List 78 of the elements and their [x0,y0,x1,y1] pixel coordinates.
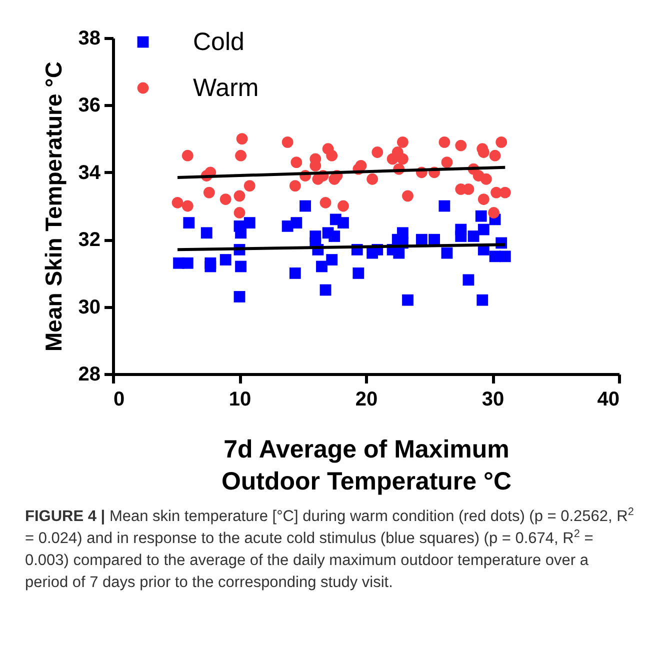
point [478,224,490,236]
point [396,136,408,148]
point [372,146,384,158]
x-axis-title: 7d Average of Maximum Outdoor Temperature °C [221,436,512,496]
point [203,186,215,198]
point [441,247,453,259]
point [499,250,511,262]
point [396,153,408,165]
point [236,133,248,144]
point [183,217,195,228]
point [182,150,194,162]
y-tick-label: 30 [78,296,100,318]
point [328,230,340,242]
point [476,294,488,306]
point [338,200,349,212]
point [489,150,501,162]
point [326,254,338,266]
point [220,194,232,205]
point [499,186,511,198]
point [234,291,246,302]
point [416,234,428,246]
y-tick-label: 38 [78,28,100,50]
point [290,217,302,228]
point [352,268,364,279]
point [438,200,450,212]
point [200,227,212,239]
point [244,180,256,192]
x-tick-label: 0 [114,388,125,410]
y-tick-label: 34 [78,162,102,184]
text: FIGURE 4 | Mean skin temperature [°C] during warm condition (red dots) (p = 0.2562, R$^{2}$ = 0.024) and in response to the acute cold stimulus (blue squares) (p = 0.674, R$^{2}$ = 0.003) compared to the average of the daily maximum outdoor temperature over a period of 7 days prior to the corresponding study visit. [25,506,634,591]
point [234,190,246,202]
point [204,260,216,272]
point [235,150,246,162]
point [300,200,311,212]
legend-label: Cold [193,28,244,56]
y-tick-label: 36 [78,94,100,117]
point [396,227,408,239]
point [475,210,487,222]
point [468,230,480,242]
point [441,156,453,168]
x-tick-label: 40 [597,388,620,410]
point [393,247,405,259]
point [438,136,450,148]
y-tick-label: 32 [78,229,100,252]
point [496,136,508,148]
point [234,207,246,218]
point [455,230,467,242]
point [182,200,194,212]
x-tick-label: 30 [482,388,504,410]
point [289,180,301,192]
point [462,274,474,286]
point [172,196,184,208]
point [366,173,378,185]
point [320,284,332,296]
legend-label: Warm [193,74,259,102]
point [282,136,294,148]
point [402,294,414,306]
point [338,217,349,228]
point [488,207,500,218]
point [235,227,246,239]
point [326,150,338,162]
x-tick-label: 10 [228,388,252,410]
point [290,156,302,168]
y-tick-label: 28 [78,364,100,386]
point [316,260,328,272]
point [402,190,414,202]
point [480,173,492,185]
point [289,268,301,279]
point [455,140,467,152]
point [235,260,246,272]
point [182,257,194,269]
x-tick-label: 20 [355,388,378,410]
point [320,196,332,208]
point [355,160,367,172]
point [220,254,232,266]
point [478,194,490,205]
y-axis-title: Mean Skin Temperature °C [40,62,66,352]
point [244,217,256,228]
